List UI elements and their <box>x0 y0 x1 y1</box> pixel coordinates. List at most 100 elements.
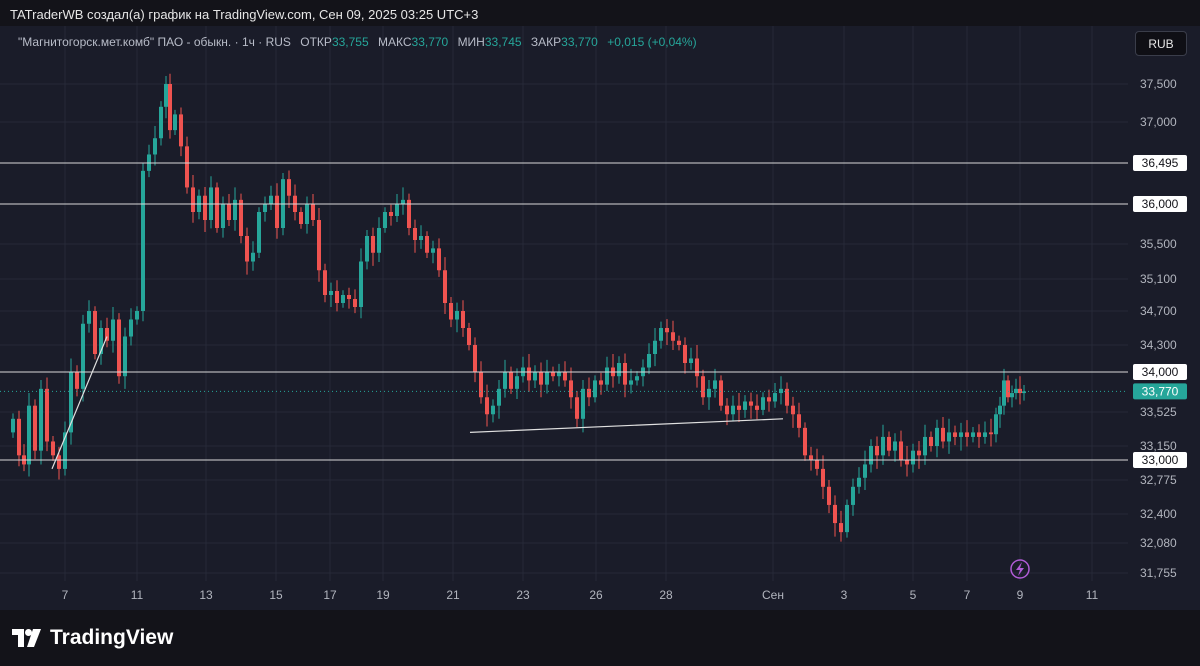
candle <box>947 418 951 454</box>
candle <box>87 300 91 333</box>
candle <box>449 297 453 328</box>
level-tag: 34,000 <box>1133 364 1187 380</box>
candle <box>959 422 963 451</box>
candle <box>473 337 477 383</box>
candle <box>863 450 867 490</box>
candle <box>629 368 633 394</box>
candle <box>491 399 495 423</box>
candle <box>923 424 927 465</box>
horizontal-levels: 36,495 36,000 34,000 33,000 33,770 <box>0 155 1187 468</box>
candle <box>623 353 627 398</box>
trendline[interactable] <box>469 418 784 433</box>
candle <box>575 390 579 427</box>
candle <box>611 354 615 388</box>
candle <box>117 313 121 384</box>
symbol-legend: "Магнитогорск.мет.комб" ПАО - обыкн. · 1… <box>18 35 697 49</box>
open-label: ОТКР <box>300 35 332 49</box>
currency-button[interactable]: RUB <box>1135 31 1187 56</box>
candle <box>407 193 411 236</box>
candle <box>1014 378 1018 400</box>
interval[interactable]: 1ч <box>241 35 255 49</box>
candle <box>677 335 681 351</box>
candle <box>755 394 759 420</box>
tradingview-icon <box>12 629 41 647</box>
candle <box>323 263 327 303</box>
candle <box>93 306 97 360</box>
candle <box>881 424 885 465</box>
candle <box>905 446 909 477</box>
x-tick-label: 23 <box>516 588 530 602</box>
candle <box>153 126 157 166</box>
footer: TradingView <box>0 610 1200 666</box>
low-value: 33,745 <box>484 35 522 49</box>
tradingview-logo[interactable]: TradingView <box>12 626 173 650</box>
candle <box>809 446 813 471</box>
y-tick-label: 34,700 <box>1140 304 1177 318</box>
candle <box>353 289 357 314</box>
high-label: МАКС <box>377 35 412 49</box>
candle <box>209 176 213 229</box>
candle <box>105 317 109 348</box>
x-tick-label: 7 <box>62 588 69 602</box>
candle <box>164 76 168 119</box>
lightning-icon[interactable] <box>1010 559 1030 579</box>
x-tick-label: 11 <box>1086 588 1099 602</box>
candle <box>671 320 675 350</box>
candle <box>773 382 777 408</box>
candle <box>413 219 417 253</box>
candle <box>635 371 639 386</box>
y-tick-label: 32,080 <box>1140 536 1177 550</box>
candle <box>581 380 585 433</box>
candle <box>479 361 483 404</box>
chart-caption: TATraderWB создал(а) график на TradingVi… <box>10 7 479 22</box>
x-tick-label: 15 <box>269 588 283 602</box>
candle <box>737 393 741 422</box>
y-tick-label: 37,000 <box>1140 115 1177 129</box>
candle <box>887 431 891 457</box>
candle <box>893 433 897 462</box>
x-tick-label: 11 <box>131 588 144 602</box>
candle <box>833 495 837 537</box>
candle <box>251 241 255 271</box>
time-axis: 7 11 13 15 17 19 21 23 26 28 Сен 3 5 7 9 11 <box>62 588 1099 602</box>
candle <box>971 426 975 443</box>
candle <box>503 359 507 398</box>
symbol-name[interactable]: "Магнитогорск.мет.комб" ПАО - обыкн. <box>18 35 232 49</box>
candle <box>371 227 375 266</box>
candle <box>275 183 279 239</box>
candle <box>1010 385 1014 408</box>
candle <box>111 307 115 353</box>
candle <box>593 375 597 403</box>
candle <box>173 109 177 135</box>
current-price-label: 33,770 <box>1142 384 1179 398</box>
trendline[interactable] <box>51 336 108 470</box>
price-axis: 37,500 37,000 35,500 35,100 34,700 34,300 33,5… <box>1140 77 1177 580</box>
x-tick-label: 5 <box>910 588 917 602</box>
candle <box>455 302 459 333</box>
candle <box>557 363 561 387</box>
candle <box>569 367 573 409</box>
y-tick-label: 31,755 <box>1140 566 1177 580</box>
candle <box>791 396 795 428</box>
candle <box>179 107 183 157</box>
candle <box>347 287 351 309</box>
candle <box>869 439 873 473</box>
candle <box>515 368 519 399</box>
candle <box>443 257 447 314</box>
candle <box>203 187 207 232</box>
candle <box>527 354 531 392</box>
candle <box>797 402 801 438</box>
x-tick-label: 7 <box>964 588 971 602</box>
candle <box>827 480 831 514</box>
close-value: 33,770 <box>561 35 598 49</box>
candle <box>311 194 315 226</box>
candle <box>653 328 657 367</box>
candle <box>419 225 423 249</box>
candle <box>707 380 711 410</box>
candle <box>683 337 687 374</box>
candle <box>994 407 998 443</box>
candle <box>168 73 172 139</box>
candle <box>851 478 855 516</box>
chart-panel[interactable]: 36,495 36,000 34,000 33,000 33,770 37,500 37,… <box>0 26 1200 610</box>
